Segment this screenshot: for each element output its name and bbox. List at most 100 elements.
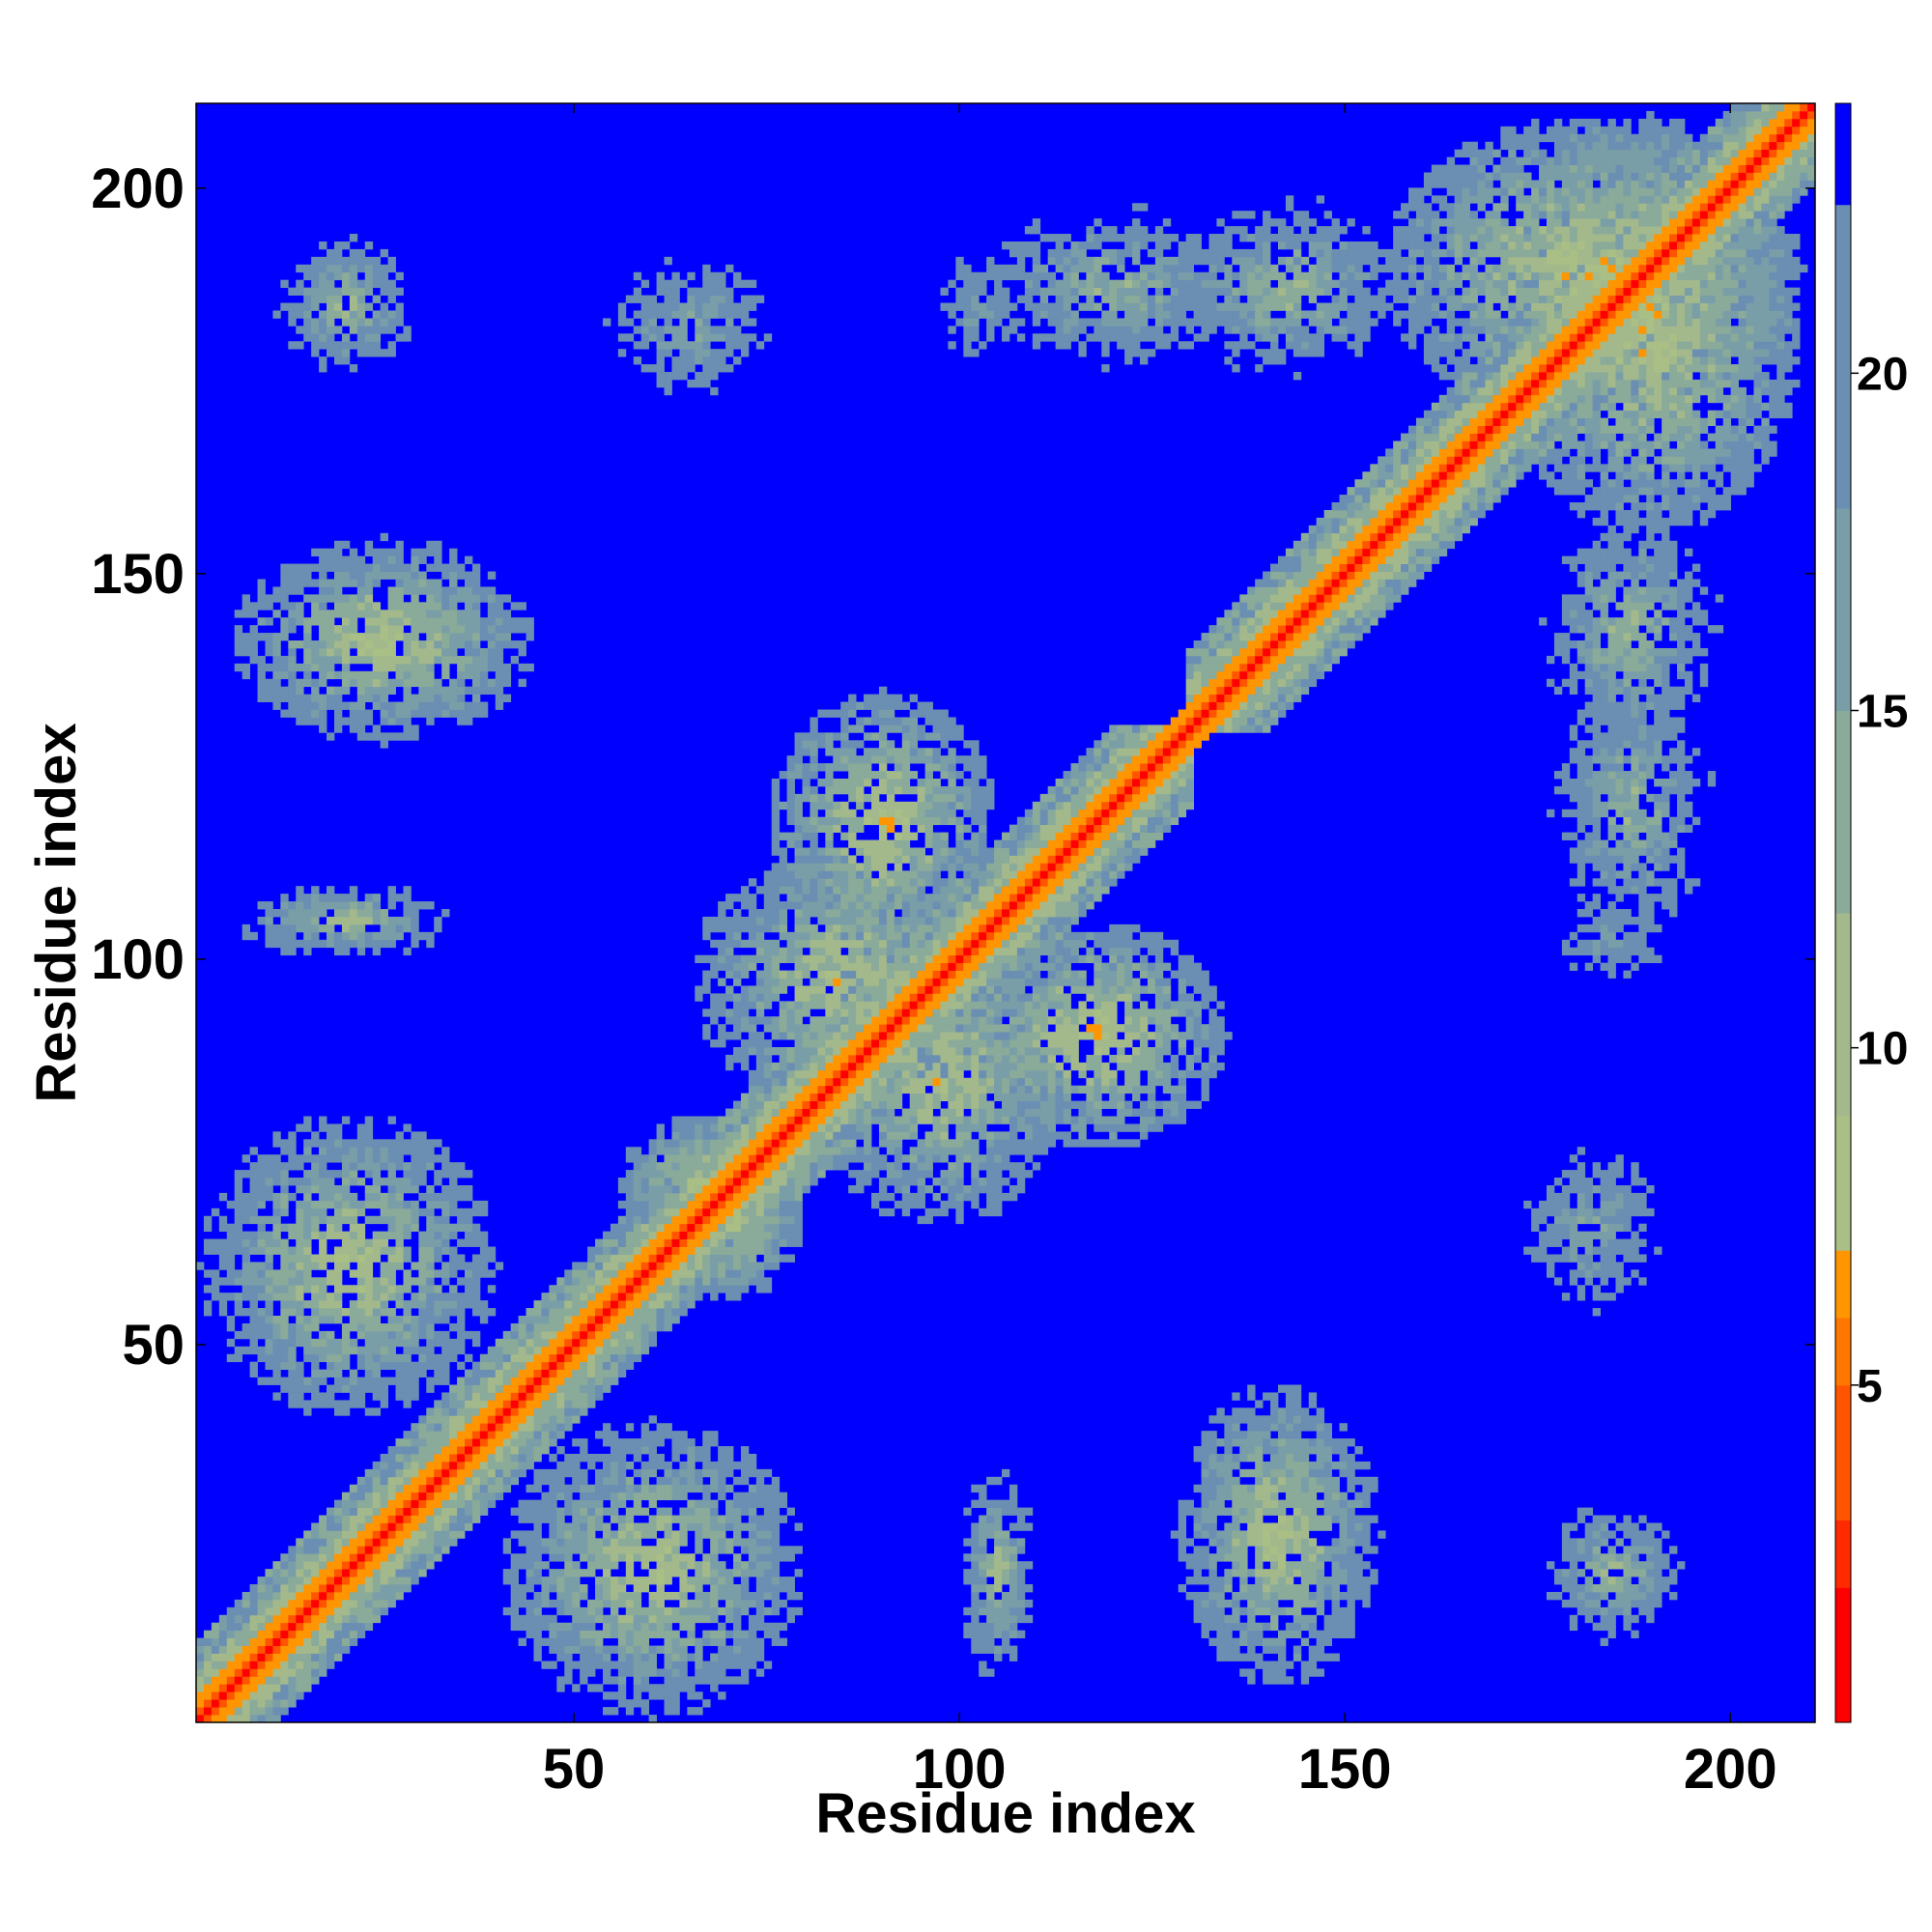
heatmap-cell (364, 333, 374, 342)
heatmap-cell (449, 1468, 458, 1478)
heatmap-cell (457, 1262, 466, 1270)
heatmap-cell (580, 1499, 588, 1508)
heatmap-cell (303, 1622, 312, 1632)
heatmap-cell (495, 1262, 504, 1270)
heatmap-cell (656, 1569, 665, 1577)
heatmap-cell (341, 1515, 351, 1523)
heatmap-cell (687, 379, 696, 388)
heatmap-cell (702, 1614, 711, 1624)
heatmap-cell (595, 1499, 604, 1508)
heatmap-cell (710, 1561, 719, 1570)
heatmap-cell (656, 1622, 665, 1632)
heatmap-cell (411, 1577, 419, 1585)
heatmap-cell (502, 617, 512, 626)
heatmap-cell (725, 1584, 734, 1593)
heatmap-cell (748, 1468, 757, 1478)
heatmap-cell (549, 1346, 557, 1355)
heatmap-cell (617, 1361, 627, 1371)
heatmap-cell (449, 1476, 458, 1486)
heatmap-cell (380, 1308, 388, 1317)
heatmap-cell (533, 1377, 542, 1385)
heatmap-cell (327, 1530, 335, 1539)
heatmap-cell (640, 1170, 650, 1179)
heatmap-cell (518, 640, 526, 649)
heatmap-cell (556, 1606, 565, 1616)
heatmap-cell (633, 1584, 642, 1593)
heatmap-cell (364, 909, 374, 918)
heatmap-cell (602, 1269, 611, 1278)
heatmap-cell (403, 1522, 412, 1531)
heatmap-cell (502, 1415, 512, 1424)
heatmap-cell (356, 1546, 366, 1554)
heatmap-cell (748, 993, 757, 1002)
heatmap-cell (333, 1499, 343, 1508)
heatmap-cell (718, 1162, 726, 1171)
heatmap-cell (755, 1192, 765, 1202)
heatmap-cell (403, 1338, 412, 1348)
heatmap-cell (710, 970, 719, 979)
heatmap-cell (487, 1246, 497, 1255)
heatmap-cell (664, 1147, 672, 1155)
heatmap-cell (211, 1285, 220, 1293)
heatmap-cell (372, 894, 382, 902)
heatmap-cell (794, 763, 803, 772)
heatmap-cell (395, 1453, 404, 1463)
heatmap-cell (572, 1361, 581, 1371)
heatmap-cell (288, 1192, 297, 1202)
heatmap-cell (595, 1599, 604, 1608)
heatmap-cell (740, 341, 750, 350)
heatmap-cell (718, 1254, 726, 1263)
heatmap-cell (786, 1238, 795, 1247)
heatmap-cell (763, 1606, 773, 1616)
heatmap-cell (441, 647, 450, 657)
heatmap-cell (479, 1407, 489, 1416)
heatmap-cell (786, 1147, 795, 1155)
heatmap-cell (434, 1468, 442, 1478)
heatmap-cell (288, 1630, 297, 1639)
heatmap-cell (257, 1192, 266, 1202)
heatmap-cell (356, 1392, 366, 1401)
heatmap-cell (349, 234, 358, 242)
heatmap-cell (725, 1653, 734, 1662)
heatmap-cell (564, 1553, 573, 1562)
heatmap-cell (786, 901, 795, 910)
heatmap-cell (311, 1353, 320, 1363)
heatmap-cell (471, 1285, 481, 1293)
heatmap-cell (671, 1178, 680, 1186)
heatmap-cell (234, 610, 243, 618)
heatmap-cell (288, 923, 297, 933)
heatmap-cell (303, 1215, 312, 1225)
heatmap-cell (349, 909, 358, 918)
heatmap-cell (533, 1561, 542, 1570)
heatmap-cell (203, 1661, 213, 1669)
heatmap-cell (387, 1338, 396, 1348)
heatmap-cell (487, 647, 497, 657)
heatmap-cell (403, 724, 412, 733)
heatmap-cell (487, 1353, 497, 1363)
heatmap-cell (311, 1200, 320, 1209)
heatmap-cell (718, 947, 726, 956)
heatmap-cell (341, 1599, 351, 1608)
heatmap-cell (349, 1231, 358, 1239)
heatmap-cell (380, 279, 388, 289)
heatmap-cell (465, 640, 473, 649)
heatmap-cell (457, 594, 466, 603)
heatmap-cell (303, 1330, 312, 1340)
heatmap-cell (288, 1614, 297, 1624)
heatmap-cell (479, 1238, 489, 1247)
heatmap-cell (296, 1599, 304, 1608)
heatmap-cell (218, 1684, 228, 1692)
heatmap-cell (595, 1507, 604, 1516)
heatmap-cell (564, 1423, 573, 1432)
heatmap-cell (280, 939, 289, 949)
heatmap-cell (356, 901, 366, 910)
heatmap-cell (679, 1446, 688, 1455)
heatmap-cell (755, 1246, 765, 1255)
heatmap-cell (625, 1446, 635, 1455)
heatmap-cell (755, 1108, 765, 1117)
heatmap-cell (311, 1215, 320, 1225)
heatmap-cell (411, 1223, 419, 1233)
heatmap-cell (288, 1661, 297, 1669)
heatmap-cell (434, 1515, 442, 1523)
heatmap-cell (487, 663, 497, 672)
